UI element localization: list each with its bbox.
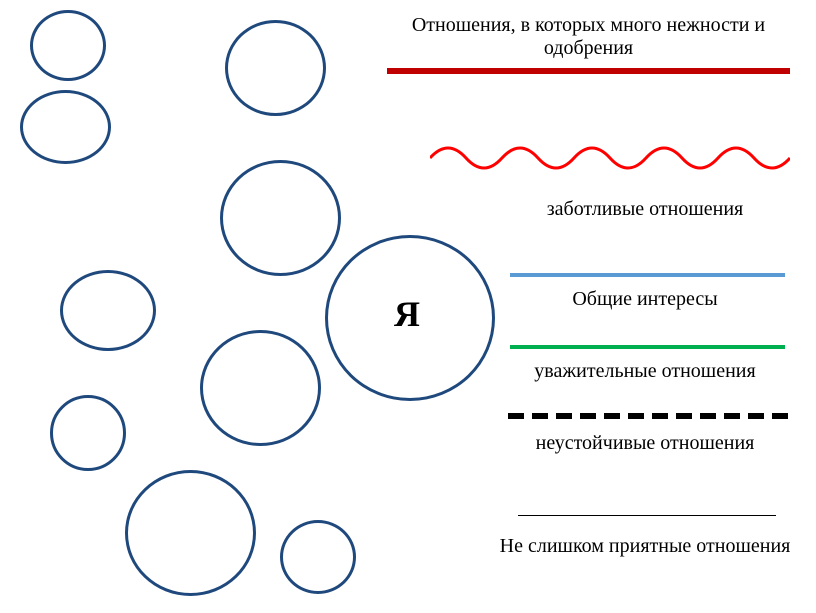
decorative-circle: [30, 10, 106, 81]
legend-label: Отношения, в которых много нежности и од…: [387, 14, 790, 60]
legend-line-thin: [518, 515, 776, 516]
legend-label: Не слишком приятные отношения: [495, 535, 795, 558]
legend-line-solid: [387, 68, 790, 74]
decorative-circle: [220, 160, 341, 276]
decorative-circle: [60, 270, 156, 351]
decorative-circle: [20, 90, 111, 164]
legend-line-solid: [510, 273, 785, 277]
legend-line-wavy: [430, 130, 790, 186]
decorative-circle: [200, 330, 321, 446]
legend-line-dashed: [508, 413, 788, 419]
legend-label: неустойчивые отношения: [495, 432, 795, 455]
decorative-circle: [125, 470, 256, 596]
legend-label: заботливые отношения: [495, 198, 795, 221]
legend-label: уважительные отношения: [495, 360, 795, 383]
legend-label: Общие интересы: [495, 288, 795, 311]
decorative-circle: [50, 395, 126, 471]
decorative-circle: [225, 20, 326, 116]
legend-line-solid: [510, 345, 785, 349]
center-symbol: Я: [325, 293, 489, 335]
decorative-circle: [280, 520, 356, 594]
